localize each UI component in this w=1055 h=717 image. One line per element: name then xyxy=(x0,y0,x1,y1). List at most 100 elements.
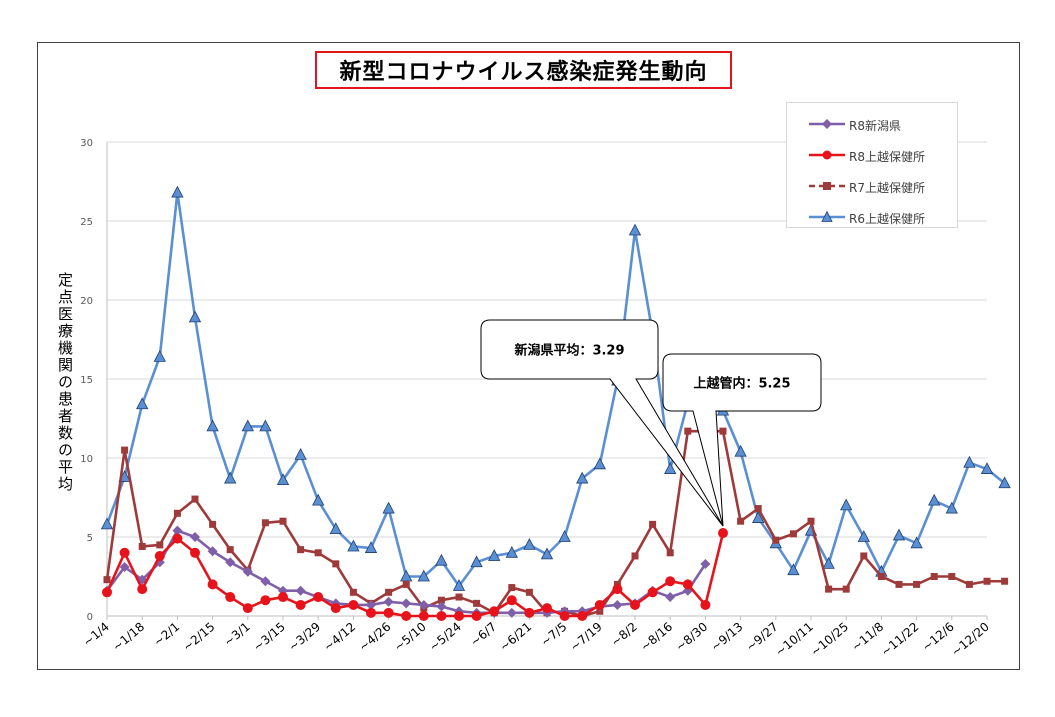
data-point xyxy=(102,587,112,598)
data-point xyxy=(402,580,410,588)
data-point xyxy=(171,185,184,198)
data-point xyxy=(980,462,994,474)
x-tick-label: ~3/29 xyxy=(286,620,323,655)
data-point xyxy=(349,588,357,596)
data-point xyxy=(754,505,762,513)
data-point xyxy=(525,588,533,596)
legend-label-r8-niigata: R8新潟県 xyxy=(849,119,901,133)
data-point xyxy=(508,584,516,592)
data-point xyxy=(719,427,727,435)
callout-1: 上越管内：5.25 xyxy=(662,353,822,527)
data-point xyxy=(612,584,623,595)
data-point xyxy=(842,585,850,593)
x-tick-label: ~8/16 xyxy=(638,620,675,655)
data-point xyxy=(348,599,359,610)
data-point xyxy=(119,562,130,573)
callout-bubble xyxy=(480,319,724,527)
data-point xyxy=(347,539,360,552)
x-tick-label: ~8/2 xyxy=(608,620,640,650)
data-point xyxy=(489,606,500,617)
data-point xyxy=(119,547,130,558)
data-point xyxy=(684,427,692,435)
data-point xyxy=(840,498,853,511)
data-point xyxy=(297,546,305,554)
data-point xyxy=(276,473,290,486)
data-point xyxy=(892,528,906,541)
data-point xyxy=(225,557,236,568)
data-point xyxy=(312,493,325,506)
data-point xyxy=(103,576,111,584)
data-point xyxy=(418,611,429,621)
legend-label-r8-joetsu: R8上越保健所 xyxy=(849,150,925,164)
data-point xyxy=(295,599,306,610)
data-point xyxy=(173,509,181,517)
y-tick-label: 15 xyxy=(80,375,93,386)
legend-item-r8-niigata: R8新潟県 xyxy=(787,112,957,136)
data-point xyxy=(718,528,728,539)
data-point xyxy=(857,530,870,542)
x-tick-label: ~11/22 xyxy=(878,620,921,659)
x-tick-label: ~2/15 xyxy=(180,620,217,655)
data-point xyxy=(172,525,183,536)
data-point xyxy=(418,599,429,610)
data-point xyxy=(209,520,217,528)
data-point xyxy=(594,599,605,610)
data-point xyxy=(226,546,234,554)
y-tick-label: 5 xyxy=(87,533,93,544)
x-tick-label: ~6/21 xyxy=(497,620,534,655)
data-point xyxy=(383,607,394,618)
data-point xyxy=(241,419,254,432)
data-point xyxy=(366,599,376,610)
x-tick-labels: ~1/4~1/18 ~2/1~2/15 ~3/1~3/15~3/29~4/12~4/… xyxy=(80,620,992,659)
x-tick-label: ~8/30 xyxy=(673,620,710,655)
data-point xyxy=(700,599,711,610)
x-tick-label: ~7/5 xyxy=(538,620,570,650)
callouts: 新潟県平均：3.29 上越管内：5.25 xyxy=(480,319,822,527)
legend: R8新潟県 R8上越保健所 R7上越保健所 R6上越保健所 xyxy=(786,102,958,228)
y-tick-labels: 0 5 10 15 20 25 30 xyxy=(80,138,93,623)
data-point xyxy=(910,536,923,549)
data-point xyxy=(1001,577,1009,585)
callout-bubble xyxy=(662,353,822,527)
data-point xyxy=(156,541,164,549)
data-point xyxy=(628,223,642,236)
data-point xyxy=(278,592,288,603)
data-point xyxy=(612,599,623,610)
data-point xyxy=(505,545,518,558)
data-point xyxy=(965,580,973,588)
data-point xyxy=(136,397,149,410)
data-point xyxy=(860,552,868,560)
data-point xyxy=(121,446,129,454)
series-line xyxy=(105,191,1006,588)
x-tick-label: ~7/19 xyxy=(567,620,604,655)
data-point xyxy=(260,595,271,606)
data-point xyxy=(191,495,199,503)
data-point xyxy=(558,530,571,542)
callout-0: 新潟県平均：3.29 xyxy=(480,319,724,527)
x-tick-label: ~12/20 xyxy=(949,620,992,659)
data-point xyxy=(382,501,395,514)
chart-title: 新型コロナウイルス感染症発生動向 xyxy=(315,51,732,89)
x-tick-label: ~6/7 xyxy=(468,620,500,650)
data-point xyxy=(279,517,287,525)
legend-item-r6-joetsu: R6上越保健所 xyxy=(787,205,957,229)
x-tick-label: ~5/10 xyxy=(391,620,428,655)
data-point xyxy=(807,517,815,525)
data-point xyxy=(488,549,501,561)
y-tick-label: 10 xyxy=(80,454,93,465)
data-point xyxy=(225,592,236,603)
legend-swatch-r7-joetsu xyxy=(809,182,845,190)
data-point xyxy=(242,603,253,614)
legend-label-r7-joetsu: R7上越保健所 xyxy=(849,181,925,195)
data-point xyxy=(436,611,447,621)
x-tick-label: ~2/1 xyxy=(151,620,183,650)
data-point xyxy=(473,599,481,607)
callout-label: 上越管内：5.25 xyxy=(693,376,790,392)
data-point xyxy=(737,517,745,525)
data-point xyxy=(332,560,340,568)
series-2 xyxy=(103,427,1009,620)
data-point xyxy=(295,585,306,596)
data-point xyxy=(576,471,589,484)
x-tick-label: ~3/1 xyxy=(221,620,253,650)
